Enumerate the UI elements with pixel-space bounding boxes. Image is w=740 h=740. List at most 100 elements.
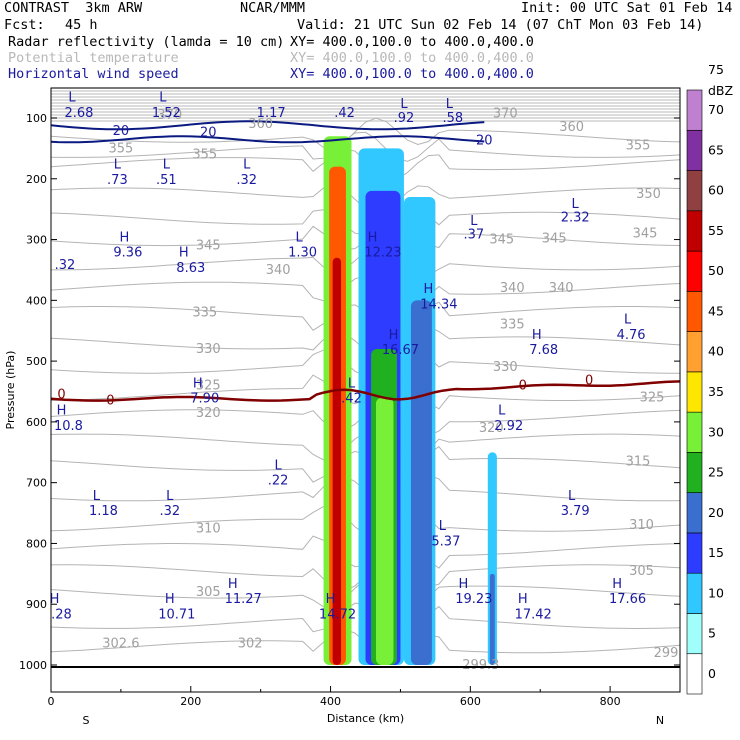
wind-extremum-label: L xyxy=(348,376,356,391)
theta-label: 350 xyxy=(636,187,661,202)
plot-frame xyxy=(50,87,681,693)
wind-extremum-label: L xyxy=(163,158,171,173)
theta-label: 330 xyxy=(196,342,221,357)
theta-label: 345 xyxy=(542,231,567,246)
wind-extremum-label: .32 xyxy=(236,173,257,188)
theta-label: 345 xyxy=(196,239,221,254)
fcst-value: 45 h xyxy=(65,17,98,33)
wind-extremum-label: 5.37 xyxy=(431,534,460,549)
y-tick-label: 700 xyxy=(26,477,47,490)
wind-extremum-label: 14.72 xyxy=(319,607,356,622)
wind-extremum-label: H xyxy=(179,246,189,261)
wind-extremum-label: H xyxy=(119,231,129,246)
colorbar-segment xyxy=(686,250,703,292)
zero-contour xyxy=(50,380,681,402)
theta-contour xyxy=(50,117,681,150)
colorbar-tick-label: 70 xyxy=(708,102,724,117)
x-tick-label: 200 xyxy=(180,695,201,708)
y-tick-label: 200 xyxy=(26,173,47,186)
zero-contour-label: 0 xyxy=(106,394,114,409)
colorbar-tick-label: 5 xyxy=(708,626,716,641)
colorbar-tick-label: 45 xyxy=(708,303,724,318)
wind-contour xyxy=(50,135,485,144)
wind-extremum-label: H xyxy=(424,282,434,297)
colorbar-segment xyxy=(686,572,703,614)
reflectivity-columns xyxy=(323,136,497,665)
wind-extremum-label: 10.71 xyxy=(158,607,195,622)
colorbar-tick-label: 55 xyxy=(708,223,724,238)
wind-extremum-label: L xyxy=(159,91,167,106)
theta-label: 320 xyxy=(196,406,221,421)
field-xy-wind: XY= 400.0,100.0 to 400.0,400.0 xyxy=(290,66,534,82)
wind-extremum-label: H xyxy=(57,404,67,419)
y-tick-label: 900 xyxy=(26,598,47,611)
colorbar-segment xyxy=(686,613,703,655)
colorbar-unit: dBZ xyxy=(708,83,733,98)
wind-extremum-label: L xyxy=(568,489,576,504)
wind-extremum-label: .92 xyxy=(394,111,415,126)
wind-extremum-label: L xyxy=(439,519,447,534)
wind-extremum-label: L xyxy=(243,158,251,173)
reflectivity-column xyxy=(489,573,495,665)
theta-label: 355 xyxy=(108,141,133,156)
reflectivity-column xyxy=(410,300,432,665)
theta-label: 340 xyxy=(549,281,574,296)
x-axis-label: Distance (km) xyxy=(327,712,404,725)
theta-label: 330 xyxy=(493,360,518,375)
wind-extremum-label: L xyxy=(114,158,122,173)
colorbar-segment xyxy=(686,371,703,413)
wind-extremum-label: 9.36 xyxy=(113,246,142,261)
wind-extremum-label: 4.76 xyxy=(617,328,646,343)
wind-extremum-label: H xyxy=(458,577,468,592)
theta-label: 315 xyxy=(626,454,651,469)
zero-contour-label: 0 xyxy=(519,378,527,393)
colorbar-segment xyxy=(686,653,703,695)
wind-extremum-label: H xyxy=(50,592,60,607)
y-tick-label: 800 xyxy=(26,537,47,550)
wind-extremum-label: L xyxy=(446,97,454,112)
theta-label: 320 xyxy=(479,421,504,436)
wind-extremum-label: 1.30 xyxy=(288,246,317,261)
field-name-reflectivity: Radar reflectivity (lamda = 10 cm) xyxy=(8,34,285,50)
colorbar-tick-label: 25 xyxy=(708,465,724,480)
theta-label: 305 xyxy=(629,564,654,579)
wind-extremum-label: 2.32 xyxy=(561,210,590,225)
wind-extremum-label: H xyxy=(228,577,238,592)
wind-extremum-label: 1.17 xyxy=(257,106,286,121)
theta-label: 299 xyxy=(654,646,679,661)
field-xy-reflectivity: XY= 400.0,100.0 to 400.0,400.0 xyxy=(290,34,534,50)
wind-extremum-label: 1.18 xyxy=(89,504,118,519)
south-end-label: S xyxy=(83,714,90,727)
y-tick-label: 300 xyxy=(26,234,47,247)
wind-extremum-label: 14.34 xyxy=(420,297,457,312)
theta-label: 370 xyxy=(157,108,182,123)
colorbar-tick-label: 35 xyxy=(708,384,724,399)
reflectivity-column xyxy=(375,397,394,665)
theta-label: 310 xyxy=(629,518,654,533)
wind-contour-lines xyxy=(50,120,485,144)
theta-label: 325 xyxy=(640,391,665,406)
wind-extremum-label: 11.27 xyxy=(225,592,262,607)
wind-extremum-label: 8.63 xyxy=(176,261,205,276)
colorbar-segment xyxy=(686,170,703,212)
theta-label: 345 xyxy=(489,233,514,248)
colorbar-segment xyxy=(686,452,703,493)
wind-extremum-label: L xyxy=(624,313,632,328)
colorbar-tick-label: 10 xyxy=(708,585,724,600)
wind-extremum-label: 17.42 xyxy=(515,607,552,622)
theta-label: 302.6 xyxy=(102,637,139,652)
theta-label: 370 xyxy=(493,107,518,122)
colorbar-tick-label: 30 xyxy=(708,424,724,439)
wind-extremum-label: L xyxy=(275,458,283,473)
wind-extremum-label: H xyxy=(518,592,528,607)
wind-extremum-label: H xyxy=(193,376,203,391)
theta-label: 305 xyxy=(196,585,221,600)
wind-extremum-label: .51 xyxy=(156,173,177,188)
y-tick-label: 400 xyxy=(26,294,47,307)
wind-extremum-label: .32 xyxy=(159,504,180,519)
wind-extremum-label: H xyxy=(368,231,378,246)
x-tick-label: 0 xyxy=(48,695,55,708)
theta-label: 302 xyxy=(238,637,263,652)
wind-extremum-label: H xyxy=(165,592,175,607)
